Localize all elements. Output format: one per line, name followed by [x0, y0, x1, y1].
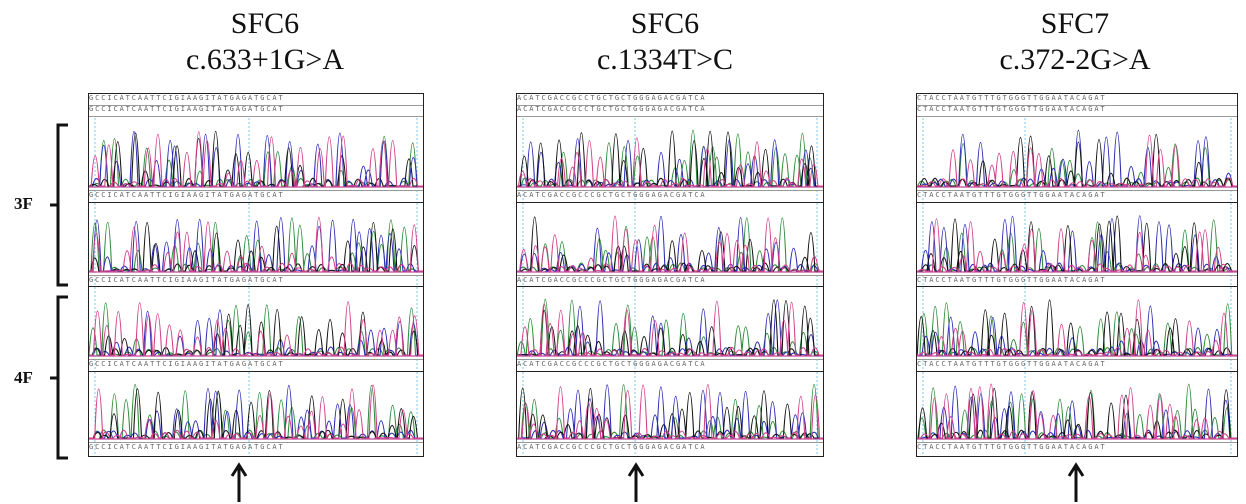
gene-name: SFC6: [630, 7, 700, 40]
group-brackets: [50, 123, 68, 460]
base-trace-G: [89, 304, 423, 356]
variant-name: c.633+1G>A: [186, 43, 344, 76]
called-sequence: GCCICATCAATTCIGIAAGITATGAGATGCAT: [89, 275, 423, 287]
base-trace-T: [917, 383, 1237, 439]
chromatogram-track: ACATCGACCGCCCGCTGCTGGGAGACGATCA: [517, 286, 823, 371]
gene-name: SFC6: [230, 7, 300, 40]
gene-name: SFC7: [1040, 7, 1110, 40]
chromatogram-trace: [89, 372, 423, 454]
variant-arrow-2: [627, 462, 645, 502]
base-trace-A: [917, 383, 1237, 439]
chromatogram-track: CTACCTAATGTTTGTGGGTTGGAATACAGAT: [917, 286, 1237, 371]
variant-name: c.1334T>C: [596, 43, 734, 76]
group-label-4f: 4F: [14, 368, 33, 387]
chromatogram-track: GCCICATCAATTCIGIAAGITATGAGATGCAT: [89, 202, 423, 287]
called-sequence: CTACCTAATGTTTGTGGGTTGGAATACAGAT: [917, 442, 1237, 454]
base-trace-T: [917, 134, 1237, 187]
called-sequence: GCCICATCAATTCIGIAAGITATGAGATGCAT: [89, 359, 423, 371]
chromatogram-trace: [517, 203, 823, 287]
chromatogram-trace: [917, 372, 1237, 454]
called-sequence: CTACCTAATGTTTGTGGGTTGGAATACAGAT: [917, 190, 1237, 202]
reference-sequence: CTACCTAATGTTTGTGGGTTGGAATACAGAT: [917, 94, 1237, 106]
base-trace-T: [917, 218, 1237, 272]
called-sequence: CTACCTAATGTTTGTGGGTTGGAATACAGAT: [917, 275, 1237, 287]
chromatogram-track: ACATCGACCGCCCGCTGCTGGGAGACGATCA: [517, 202, 823, 287]
called-sequence: GCCICATCAATTCIGIAAGITATGAGATGCAT: [89, 190, 423, 202]
called-sequence: ACATCGACCGCCCGCTGCTGGGAGACGATCA: [517, 359, 823, 371]
base-trace-G: [89, 131, 423, 188]
chromatogram-trace: [89, 287, 423, 371]
panel-title-2: SFC6 c.1334T>C: [540, 6, 790, 78]
chromatogram-trace: [517, 287, 823, 371]
chromatogram-trace: [517, 372, 823, 454]
reference-sequence-2: GCCICATCAATTCIGIAAGITATGAGATGCAT: [89, 105, 423, 117]
variant-arrow-1: [230, 462, 248, 502]
base-trace-G: [89, 388, 423, 439]
base-trace-T: [89, 301, 423, 356]
base-trace-G: [917, 387, 1237, 439]
base-trace-G: [517, 130, 823, 187]
chromatogram-panel-sfc6-c1334: ACATCGACCGCCTGCTGCTGGGAGACGATCA ACATCGAC…: [516, 93, 824, 457]
base-trace-T: [517, 384, 823, 439]
base-trace-G: [917, 215, 1237, 272]
chromatogram-trace: [517, 118, 823, 202]
base-trace-T: [917, 299, 1237, 356]
panel-title-3: SFC7 c.372-2G>A: [950, 6, 1200, 78]
panel-title-1: SFC6 c.633+1G>A: [140, 6, 390, 78]
base-trace-T: [89, 217, 423, 273]
chromatogram-track: ACATCGACCGCCCGCTGCTGGGAGACGATCA: [517, 371, 823, 454]
chromatogram-track: ACATCGACCGCCCGCTGCTGGGAGACGATCA: [517, 118, 823, 202]
base-trace-A: [917, 219, 1237, 273]
chromatogram-trace: [917, 118, 1237, 202]
chromatogram-track: CTACCTAATGTTTGTGGGTTGGAATACAGAT: [917, 118, 1237, 202]
called-sequence: ACATCGACCGCCCGCTGCTGGGAGACGATCA: [517, 275, 823, 287]
variant-arrow-3: [1067, 462, 1085, 502]
chromatogram-trace: [917, 287, 1237, 371]
base-trace-T: [517, 137, 823, 187]
base-trace-G: [917, 299, 1237, 356]
chromatogram-track: CTACCTAATGTTTGTGGGTTGGAATACAGAT: [917, 371, 1237, 454]
chromatogram-trace: [917, 203, 1237, 287]
base-trace-C: [917, 129, 1237, 187]
base-trace-A: [917, 302, 1237, 358]
called-sequence: ACATCGACCGCCCGCTGCTGGGAGACGATCA: [517, 442, 823, 454]
base-trace-T: [517, 215, 823, 272]
bracket-4f: [50, 295, 68, 460]
called-sequence: ACATCGACCGCCCGCTGCTGGGAGACGATCA: [517, 190, 823, 202]
base-trace-T: [89, 384, 423, 439]
chromatogram-trace: [89, 118, 423, 202]
chromatogram-trace: [89, 203, 423, 287]
base-trace-A: [89, 384, 423, 439]
base-trace-C: [917, 385, 1237, 439]
base-trace-T: [517, 301, 823, 356]
base-trace-A: [89, 302, 423, 357]
reference-sequence-2: CTACCTAATGTTTGTGGGTTGGAATACAGAT: [917, 105, 1237, 117]
base-trace-C: [89, 384, 423, 439]
reference-sequence: ACATCGACCGCCTGCTGCTGGGAGACGATCA: [517, 94, 823, 106]
reference-sequence-2: ACATCGACCGCCTGCTGCTGGGAGACGATCA: [517, 105, 823, 117]
chromatogram-panel-sfc6-c633: GCCICATCAATTCIGIAAGITATGAGATGCAT GCCICAT…: [88, 93, 424, 457]
chromatogram-panel-sfc7-c372: CTACCTAATGTTTGTGGGTTGGAATACAGAT CTACCTAA…: [916, 93, 1238, 457]
called-sequence: GCCICATCAATTCIGIAAGITATGAGATGCAT: [89, 442, 423, 454]
reference-sequence: GCCICATCAATTCIGIAAGITATGAGATGCAT: [89, 94, 423, 106]
called-sequence: CTACCTAATGTTTGTGGGTTGGAATACAGAT: [917, 359, 1237, 371]
base-trace-G: [517, 299, 823, 356]
chromatogram-track: GCCICATCAATTCIGIAAGITATGAGATGCAT: [89, 286, 423, 371]
variant-name: c.372-2G>A: [999, 43, 1151, 76]
base-trace-C: [89, 217, 423, 272]
chromatogram-track: GCCICATCAATTCIGIAAGITATGAGATGCAT: [89, 371, 423, 454]
base-trace-T: [89, 131, 423, 187]
bracket-3f: [50, 123, 68, 287]
group-label-3f: 3F: [14, 194, 33, 213]
chromatogram-track: CTACCTAATGTTTGTGGGTTGGAATACAGAT: [917, 202, 1237, 287]
base-trace-G: [917, 133, 1237, 187]
chromatogram-track: GCCICATCAATTCIGIAAGITATGAGATGCAT: [89, 118, 423, 202]
